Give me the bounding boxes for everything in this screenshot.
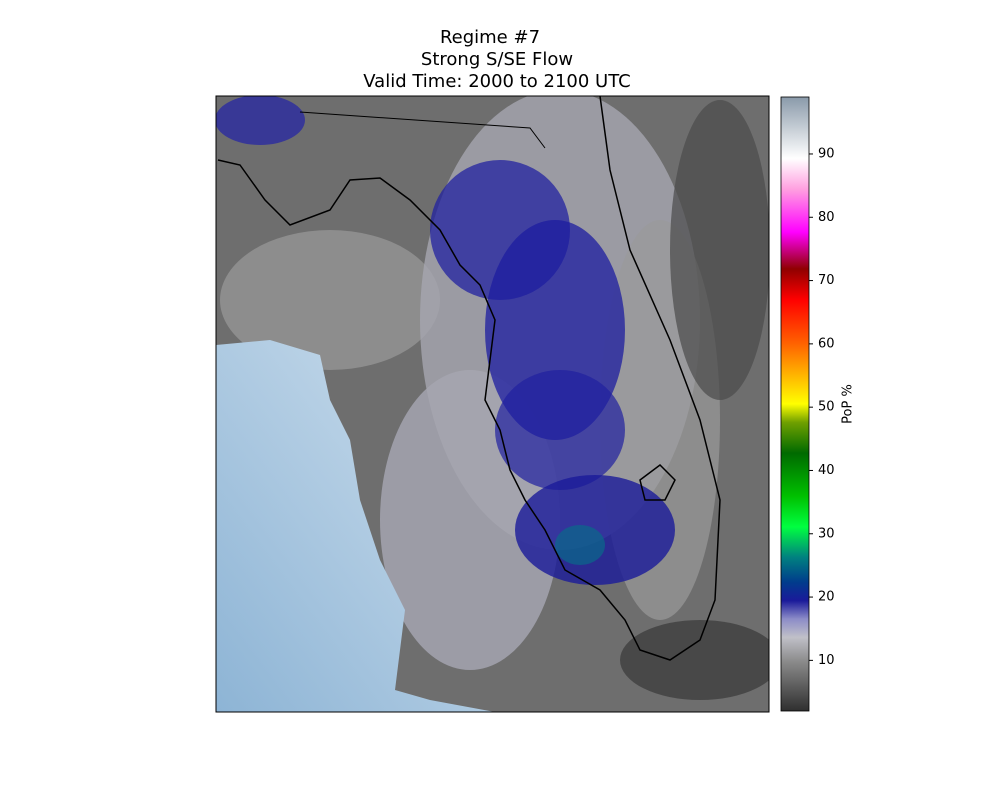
colorbar-tick-label: 20 bbox=[818, 590, 835, 605]
colorbar-tick-label: 90 bbox=[818, 146, 835, 161]
colorbar-tick-label: 10 bbox=[818, 653, 835, 668]
title-line: Regime #7 bbox=[440, 27, 540, 48]
colorbar-tick-label: 80 bbox=[818, 210, 835, 225]
colorbar-tick-label: 50 bbox=[818, 400, 835, 415]
colorbar bbox=[780, 96, 810, 712]
map-frame bbox=[215, 95, 770, 713]
colorbar-tick-label: 70 bbox=[818, 273, 835, 288]
colorbar-tick-label: 60 bbox=[818, 336, 835, 351]
title-line: Strong S/SE Flow bbox=[421, 49, 573, 70]
colorbar-label: PoP % bbox=[841, 384, 856, 424]
map bbox=[216, 96, 769, 712]
colorbar-tick-label: 30 bbox=[818, 526, 835, 541]
title-line: Valid Time: 2000 to 2100 UTC bbox=[363, 71, 630, 92]
colorbar-tick-label: 40 bbox=[818, 463, 835, 478]
